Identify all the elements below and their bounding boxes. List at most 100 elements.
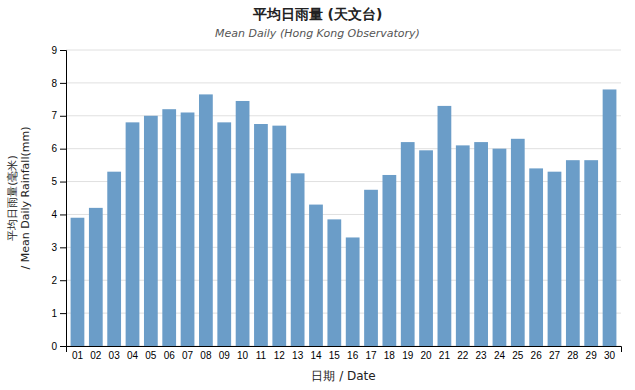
tick-label: 9 bbox=[51, 45, 57, 56]
tick-label: 13 bbox=[292, 350, 304, 361]
tick-label: 09 bbox=[219, 350, 231, 361]
grid-line bbox=[66, 82, 621, 83]
tick-mark bbox=[60, 280, 66, 281]
tick: 13 bbox=[292, 350, 304, 361]
tick: 21 bbox=[439, 350, 451, 361]
tick-label: 12 bbox=[274, 350, 286, 361]
bar bbox=[603, 89, 617, 346]
bar bbox=[309, 205, 323, 346]
tick-label: 16 bbox=[347, 350, 359, 361]
tick: 11 bbox=[256, 350, 267, 361]
tick-label: 01 bbox=[72, 350, 84, 361]
tick-label: 15 bbox=[329, 350, 341, 361]
bar bbox=[456, 145, 470, 346]
bar bbox=[236, 101, 250, 346]
tick: 19 bbox=[402, 350, 414, 361]
bar bbox=[181, 112, 195, 346]
tick: 29 bbox=[586, 350, 598, 361]
tick-label: 22 bbox=[457, 350, 469, 361]
y-axis-label: 平均日雨量(毫米)/ Mean Daily Rainfall(mm) bbox=[6, 127, 32, 270]
tick: 07 bbox=[182, 350, 194, 361]
tick-label: 4 bbox=[51, 209, 57, 220]
tick-label: 8 bbox=[51, 78, 57, 89]
tick: 03 bbox=[109, 350, 121, 361]
tick-label: 27 bbox=[549, 350, 561, 361]
tick: 0 bbox=[51, 341, 66, 352]
tick-label: 28 bbox=[567, 350, 579, 361]
tick-label: 04 bbox=[127, 350, 139, 361]
bar bbox=[529, 168, 543, 346]
y-axis-label-line: / Mean Daily Rainfall(mm) bbox=[19, 127, 32, 270]
tick-mark bbox=[60, 247, 66, 248]
y-axis-label-line: 平均日雨量(毫米) bbox=[6, 155, 19, 241]
tick-mark bbox=[60, 116, 66, 117]
tick-label: 07 bbox=[182, 350, 194, 361]
tick: 12 bbox=[274, 350, 286, 361]
tick: 3 bbox=[51, 242, 66, 253]
tick-label: 1 bbox=[51, 308, 57, 319]
tick: 06 bbox=[164, 350, 176, 361]
tick: 26 bbox=[531, 350, 543, 361]
bar bbox=[291, 173, 305, 346]
plot: 0123456789010203040506070809101112131415… bbox=[51, 45, 621, 361]
tick: 5 bbox=[51, 176, 66, 187]
tick-mark bbox=[60, 182, 66, 183]
tick: 15 bbox=[329, 350, 341, 361]
tick-label: 18 bbox=[384, 350, 396, 361]
bar bbox=[548, 172, 562, 346]
bar bbox=[474, 142, 488, 346]
tick-label: 11 bbox=[256, 350, 267, 361]
bar bbox=[272, 126, 286, 346]
tick: 18 bbox=[384, 350, 396, 361]
bar bbox=[71, 218, 85, 346]
bar bbox=[346, 237, 360, 346]
y-axis: 0123456789 bbox=[51, 45, 66, 352]
tick: 01 bbox=[72, 350, 84, 361]
bar bbox=[107, 172, 121, 346]
tick: 23 bbox=[476, 350, 488, 361]
tick: 28 bbox=[567, 350, 579, 361]
tick: 05 bbox=[145, 350, 157, 361]
tick-label: 0 bbox=[51, 341, 57, 352]
tick-label: 3 bbox=[51, 242, 57, 253]
tick: 04 bbox=[127, 350, 139, 361]
bar bbox=[254, 124, 268, 346]
tick-label: 02 bbox=[90, 350, 102, 361]
bar bbox=[382, 175, 396, 346]
bar bbox=[584, 160, 598, 346]
tick: 1 bbox=[51, 308, 66, 319]
chart: 平均日雨量 (天文台)Mean Daily (Hong Kong Observa… bbox=[0, 0, 635, 390]
bar bbox=[162, 109, 176, 346]
tick: 08 bbox=[200, 350, 212, 361]
bar bbox=[566, 160, 580, 346]
tick: 02 bbox=[90, 350, 102, 361]
subtitle: Mean Daily (Hong Kong Observatory) bbox=[215, 27, 420, 40]
tick: 24 bbox=[494, 350, 506, 361]
bar bbox=[217, 122, 231, 346]
tick-mark bbox=[60, 214, 66, 215]
tick: 7 bbox=[51, 110, 66, 121]
tick-label: 20 bbox=[420, 350, 432, 361]
bar bbox=[511, 139, 525, 346]
tick-label: 7 bbox=[51, 110, 57, 121]
bar bbox=[419, 150, 433, 346]
bar bbox=[199, 94, 213, 346]
tick-label: 19 bbox=[402, 350, 414, 361]
grid-line bbox=[66, 50, 621, 51]
tick-mark bbox=[60, 346, 66, 347]
tick-label: 25 bbox=[512, 350, 524, 361]
bar bbox=[89, 208, 103, 346]
tick-label: 03 bbox=[109, 350, 121, 361]
bar bbox=[493, 149, 507, 346]
tick-mark bbox=[60, 83, 66, 84]
tick-label: 26 bbox=[531, 350, 543, 361]
tick-label: 14 bbox=[310, 350, 322, 361]
x-axis: 0102030405060708091011121314151617181920… bbox=[67, 347, 622, 362]
bar bbox=[126, 122, 140, 346]
tick: 9 bbox=[51, 45, 66, 56]
tick-label: 10 bbox=[237, 350, 249, 361]
tick-label: 08 bbox=[200, 350, 212, 361]
tick: 6 bbox=[51, 143, 66, 154]
tick: 8 bbox=[51, 78, 66, 89]
tick-label: 29 bbox=[586, 350, 598, 361]
